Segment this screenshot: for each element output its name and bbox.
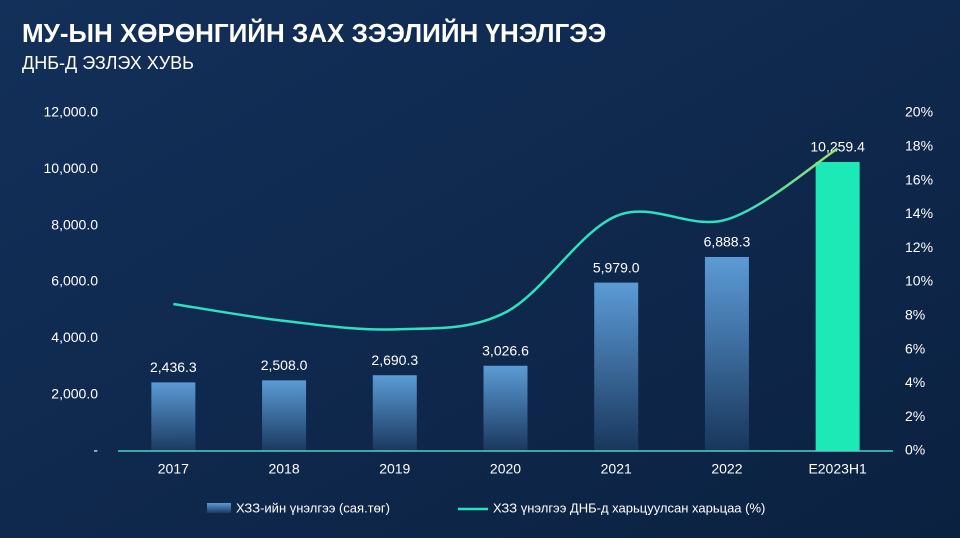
y2-tick-label: 20% [905,104,933,120]
y2-tick-label: 16% [905,171,933,187]
y-tick-label: 4,000.0 [51,329,98,345]
legend-label: ХЗЗ үнэлгээ ДНБ-д харьцуулсан харьцаа (%… [493,500,765,515]
bar [372,375,417,451]
x-tick-label: 2019 [379,461,410,477]
value-label: 2,436.3 [150,359,197,375]
y2-tick-label: 12% [905,239,933,255]
x-tick-label: 2017 [158,461,189,477]
line [173,147,839,331]
y2-tick-label: 18% [905,138,933,154]
y2-tick-label: 0% [905,442,925,458]
value-label: 3,026.6 [482,342,529,358]
y2-tick-label: 4% [905,374,925,390]
value-label: 5,979.0 [593,259,640,275]
y2-tick-label: 10% [905,273,933,289]
bar [262,380,307,451]
value-label: 2,690.3 [371,352,418,368]
x-tick-label: 2020 [490,461,521,477]
y-tick-label: 2,000.0 [51,385,98,401]
y2-tick-label: 14% [905,205,933,221]
x-tick-label: 2021 [601,461,632,477]
y-tick-label: 6,000.0 [51,273,98,289]
x-tick-label: 2022 [711,461,742,477]
bar [815,162,860,451]
chart-title: МУ-ЫН ХӨРӨНГИЙН ЗАХ ЗЭЭЛИЙН ҮНЭЛГЭЭ [22,18,606,48]
y-tick-label: - [93,442,98,458]
x-tick-label: 2018 [268,461,299,477]
bar [151,382,196,451]
value-label: 6,888.3 [704,234,751,250]
value-label: 10,259.4 [810,139,865,155]
y-tick-label: 8,000.0 [51,216,98,232]
y2-tick-label: 2% [905,408,925,424]
x-tick-label: E2023H1 [808,461,867,477]
y2-tick-label: 6% [905,340,925,356]
y-tick-label: 12,000.0 [44,104,99,120]
value-label: 2,508.0 [261,357,308,373]
legend-label: ХЗЗ-ийн үнэлгээ (сая.төг) [236,500,390,515]
legend-swatch [207,503,231,513]
chart-subtitle: ДНБ-Д ЭЗЛЭХ ХУВЬ [22,53,194,73]
bar [704,256,749,451]
y-tick-label: 10,000.0 [44,160,99,176]
bar [594,282,639,451]
y2-tick-label: 8% [905,307,925,323]
bar [483,365,528,451]
